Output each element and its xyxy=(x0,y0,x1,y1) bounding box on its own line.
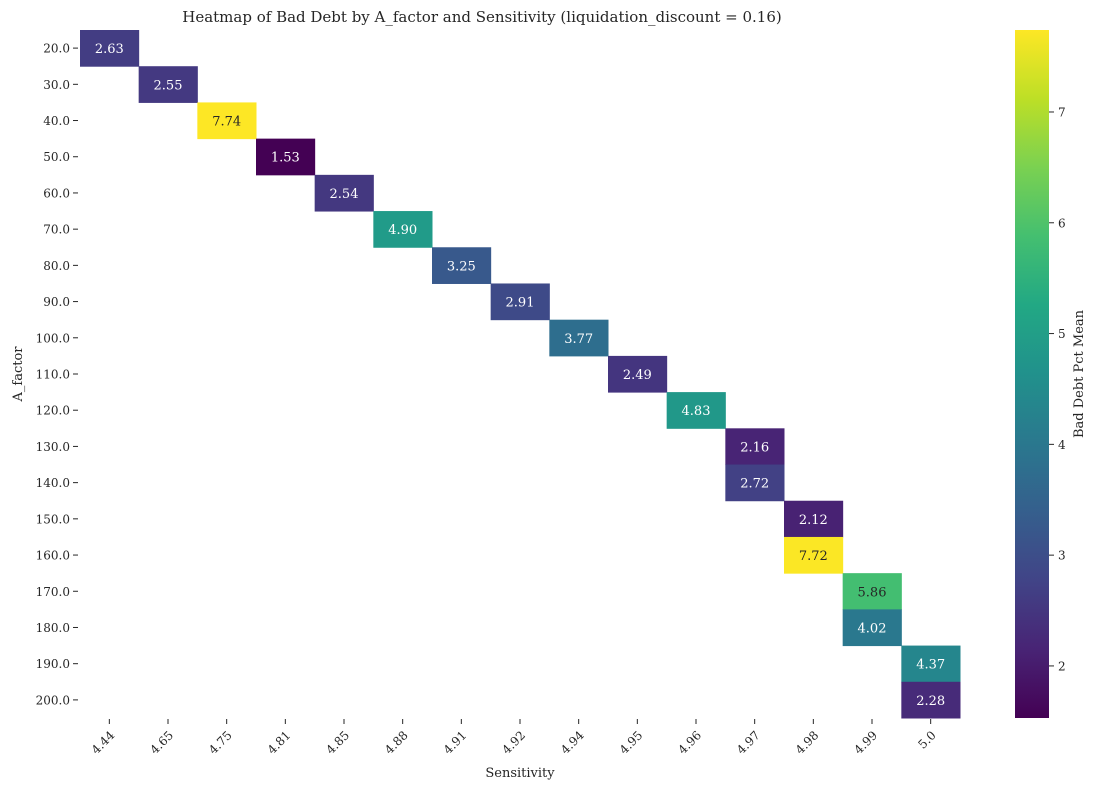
y-tick-label: 180.0 xyxy=(36,621,70,635)
y-axis-label: A_factor xyxy=(11,346,26,403)
cell-value-label: 2.28 xyxy=(916,694,945,709)
cell-value-label: 2.55 xyxy=(154,78,183,93)
x-axis-label: Sensitivity xyxy=(485,766,555,781)
x-tick-label: 4.92 xyxy=(499,728,528,757)
cell-value-label: 7.72 xyxy=(799,549,828,564)
y-tick-label: 160.0 xyxy=(36,549,70,563)
heatmap-cells: 2.63 2.55 7.74 1.53 2.54 4.90 3.25 2.91 3.77 2.49… xyxy=(80,30,961,719)
y-tick-label: 130.0 xyxy=(36,440,70,454)
heatmap-cell xyxy=(842,609,902,647)
colorbar: 2 3 4 5 6 7 xyxy=(1015,30,1066,718)
heatmap-cell xyxy=(784,536,844,574)
heatmap-cell xyxy=(314,174,374,212)
x-tick-label: 4.88 xyxy=(382,728,411,757)
colorbar-tick-label: 5 xyxy=(1058,327,1066,341)
heatmap-cell xyxy=(432,247,492,284)
heatmap-cell xyxy=(901,681,961,719)
heatmap-cell xyxy=(608,355,668,393)
cell-value-label: 4.83 xyxy=(682,404,711,419)
cell-value-label: 3.77 xyxy=(564,332,593,347)
y-tick-label: 40.0 xyxy=(43,114,70,128)
x-tick-label: 4.81 xyxy=(265,728,294,757)
heatmap-cell xyxy=(784,500,844,538)
cell-value-label: 2.12 xyxy=(799,513,828,528)
y-tick-label: 170.0 xyxy=(36,585,70,599)
colorbar-tick-label: 6 xyxy=(1058,216,1066,230)
y-tick-label: 150.0 xyxy=(36,512,70,526)
cell-value-label: 4.90 xyxy=(388,223,417,238)
x-tick-label: 5.0 xyxy=(915,728,938,751)
heatmap-cell xyxy=(901,645,961,683)
y-tick-label: 90.0 xyxy=(43,295,70,309)
colorbar-label: Bad Debt Pct Mean xyxy=(1072,309,1087,438)
y-tick-label: 80.0 xyxy=(43,259,70,273)
y-tick-label: 70.0 xyxy=(43,223,70,237)
cell-value-label: 2.49 xyxy=(623,368,652,383)
y-tick-label: 30.0 xyxy=(43,78,70,92)
heatmap-cell xyxy=(490,283,550,321)
cell-value-label: 2.63 xyxy=(95,42,124,57)
heatmap-cell xyxy=(549,319,609,357)
colorbar-gradient xyxy=(1015,30,1049,718)
x-axis-ticks: 4.44 4.65 4.75 4.81 4.85 4.88 4.91 4.92 4.94 4.95… xyxy=(89,719,939,757)
cell-value-label: 3.25 xyxy=(447,259,476,274)
x-tick-label: 4.94 xyxy=(558,728,587,757)
colorbar-tick-label: 2 xyxy=(1058,659,1066,673)
cell-value-label: 2.91 xyxy=(506,296,535,311)
heatmap-cell xyxy=(842,573,902,610)
y-tick-label: 50.0 xyxy=(43,150,70,164)
cell-value-label: 7.74 xyxy=(212,115,241,130)
x-tick-label: 4.99 xyxy=(851,728,880,757)
cell-value-label: 2.72 xyxy=(740,477,769,492)
cell-value-label: 4.02 xyxy=(858,621,887,636)
x-tick-label: 4.65 xyxy=(147,728,176,757)
heatmap-cell xyxy=(373,211,433,248)
colorbar-tick-label: 3 xyxy=(1058,549,1066,563)
x-tick-label: 4.91 xyxy=(441,728,470,757)
cell-value-label: 1.53 xyxy=(271,151,300,166)
cell-value-label: 2.54 xyxy=(330,187,359,202)
colorbar-tick-label: 4 xyxy=(1058,438,1066,452)
x-tick-label: 4.95 xyxy=(617,728,646,757)
x-tick-label: 4.96 xyxy=(675,728,704,757)
y-tick-label: 60.0 xyxy=(43,186,70,200)
x-tick-label: 4.97 xyxy=(734,728,763,757)
x-tick-label: 4.75 xyxy=(206,728,235,757)
heatmap-cell xyxy=(725,464,785,502)
heatmap-cell xyxy=(666,392,726,429)
x-tick-label: 4.85 xyxy=(323,728,352,757)
y-tick-label: 110.0 xyxy=(36,368,70,382)
y-tick-label: 140.0 xyxy=(36,476,70,490)
y-tick-label: 120.0 xyxy=(36,404,70,418)
x-tick-label: 4.44 xyxy=(89,728,118,757)
y-tick-label: 190.0 xyxy=(36,657,70,671)
chart-title: Heatmap of Bad Debt by A_factor and Sens… xyxy=(182,8,781,26)
y-tick-label: 200.0 xyxy=(36,693,70,707)
heatmap-cell xyxy=(725,428,785,466)
cell-value-label: 4.37 xyxy=(916,658,945,673)
cell-value-label: 2.16 xyxy=(740,440,769,455)
colorbar-tick-label: 7 xyxy=(1058,105,1066,119)
y-axis-ticks: 20.0 30.0 40.0 50.0 60.0 70.0 80.0 90.0 100.0 110… xyxy=(36,42,78,707)
y-tick-label: 20.0 xyxy=(43,42,70,56)
y-tick-label: 100.0 xyxy=(36,331,70,345)
heatmap-cell xyxy=(256,138,316,176)
cell-value-label: 5.86 xyxy=(858,585,887,600)
heatmap-cell xyxy=(197,102,257,140)
x-tick-label: 4.98 xyxy=(793,728,822,757)
heatmap-cell xyxy=(80,30,140,67)
heatmap-cell xyxy=(138,66,198,103)
